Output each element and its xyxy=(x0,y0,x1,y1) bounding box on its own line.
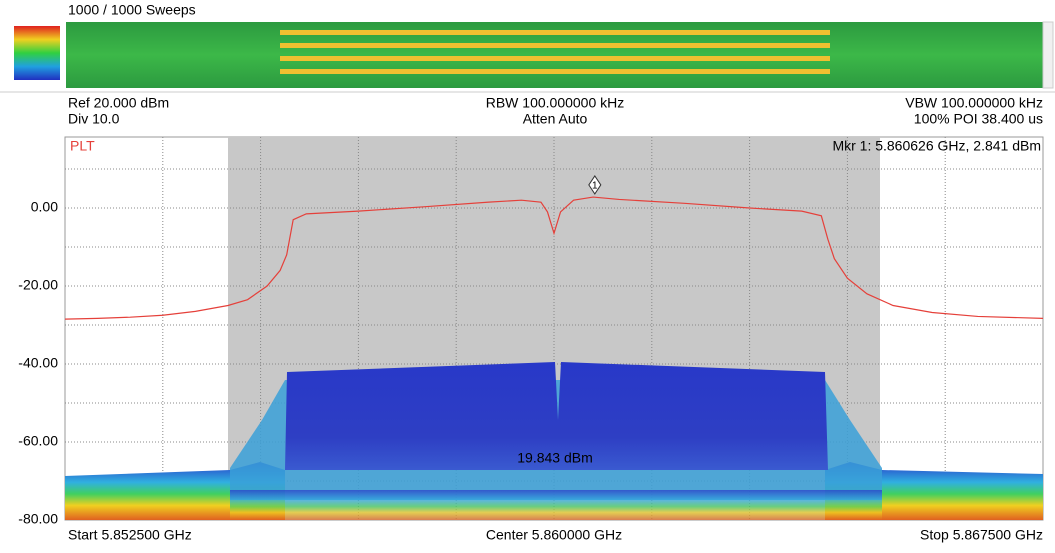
x-tick-label: Start 5.852500 GHz xyxy=(68,527,192,543)
vbw: VBW 100.000000 kHz xyxy=(905,95,1043,111)
waterfall-stripes xyxy=(280,30,830,74)
y-tick-label: -60.00 xyxy=(18,433,58,449)
marker xyxy=(588,175,602,195)
marker-readout: Mkr 1: 5.860626 GHz, 2.841 dBm xyxy=(832,138,1041,154)
density-display xyxy=(65,362,1043,520)
marker-label: 1 xyxy=(592,181,598,192)
annotation: 19.843 dBm xyxy=(517,450,593,466)
atten: Atten Auto xyxy=(523,111,588,127)
x-tick-label: Stop 5.867500 GHz xyxy=(920,527,1043,543)
rbw: RBW 100.000000 kHz xyxy=(486,95,625,111)
density-body xyxy=(285,362,828,470)
y-tick-label: -20.00 xyxy=(18,277,58,293)
sweep-count: 1000 / 1000 Sweeps xyxy=(68,2,196,18)
y-tick-label: -80.00 xyxy=(18,511,58,527)
x-tick-label: Center 5.860000 GHz xyxy=(486,527,622,543)
poi: 100% POI 38.400 us xyxy=(914,111,1043,127)
scrollbar[interactable] xyxy=(1042,21,1054,89)
y-tick-label: 0.00 xyxy=(31,199,58,215)
y-tick-label: -40.00 xyxy=(18,355,58,371)
trace-label: PLT xyxy=(70,138,95,154)
trace xyxy=(64,196,1044,320)
color-scale xyxy=(14,26,60,80)
ref-level: Ref 20.000 dBm xyxy=(68,95,169,111)
density-base xyxy=(230,490,882,520)
div-scale: Div 10.0 xyxy=(68,111,120,127)
